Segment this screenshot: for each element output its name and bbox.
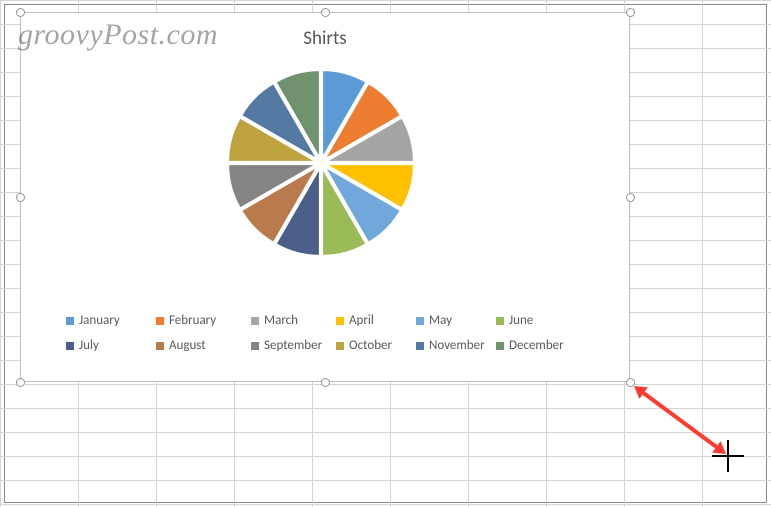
legend-label: March xyxy=(264,313,298,328)
legend-item-november[interactable]: November xyxy=(416,338,496,353)
legend-label: July xyxy=(79,338,99,353)
legend-swatch xyxy=(416,342,424,350)
legend-item-october[interactable]: October xyxy=(336,338,416,353)
legend-item-march[interactable]: March xyxy=(251,313,336,328)
legend-label: June xyxy=(509,313,533,328)
legend-label: January xyxy=(79,313,120,328)
pie-chart[interactable] xyxy=(221,63,421,263)
watermark-text: groovyPost.com xyxy=(18,18,218,52)
legend-item-december[interactable]: December xyxy=(496,338,576,353)
legend-item-january[interactable]: January xyxy=(66,313,156,328)
legend-label: April xyxy=(349,313,374,328)
legend-swatch xyxy=(66,342,74,350)
legend-item-may[interactable]: May xyxy=(416,313,496,328)
resize-handle-s[interactable] xyxy=(321,378,330,387)
legend-swatch xyxy=(496,317,504,325)
legend-label: October xyxy=(349,338,392,353)
legend-item-july[interactable]: July xyxy=(66,338,156,353)
legend-swatch xyxy=(496,342,504,350)
legend-swatch xyxy=(336,317,344,325)
legend-label: December xyxy=(509,338,564,353)
legend-item-february[interactable]: February xyxy=(156,313,251,328)
legend-label: May xyxy=(429,313,452,328)
legend-label: November xyxy=(429,338,485,353)
resize-handle-ne[interactable] xyxy=(626,8,635,17)
legend-item-april[interactable]: April xyxy=(336,313,416,328)
legend-swatch xyxy=(156,342,164,350)
legend-swatch xyxy=(251,317,259,325)
resize-handle-n[interactable] xyxy=(321,8,330,17)
resize-handle-se[interactable] xyxy=(626,378,635,387)
resize-handle-e[interactable] xyxy=(626,193,635,202)
resize-handle-nw[interactable] xyxy=(16,8,25,17)
legend-label: August xyxy=(169,338,206,353)
resize-handle-w[interactable] xyxy=(16,193,25,202)
legend-swatch xyxy=(416,317,424,325)
legend-item-june[interactable]: June xyxy=(496,313,576,328)
chart-legend: January February March April May June July Augu… xyxy=(66,313,614,363)
resize-handle-sw[interactable] xyxy=(16,378,25,387)
legend-label: September xyxy=(264,338,322,353)
legend-swatch xyxy=(251,342,259,350)
legend-swatch xyxy=(156,317,164,325)
legend-swatch xyxy=(336,342,344,350)
legend-label: February xyxy=(169,313,216,328)
legend-swatch xyxy=(66,317,74,325)
legend-item-august[interactable]: August xyxy=(156,338,251,353)
legend-item-september[interactable]: September xyxy=(251,338,336,353)
chart-container[interactable]: Shirts JanuaryFebruaryMarchAprilMayJuneJ… xyxy=(20,12,630,382)
